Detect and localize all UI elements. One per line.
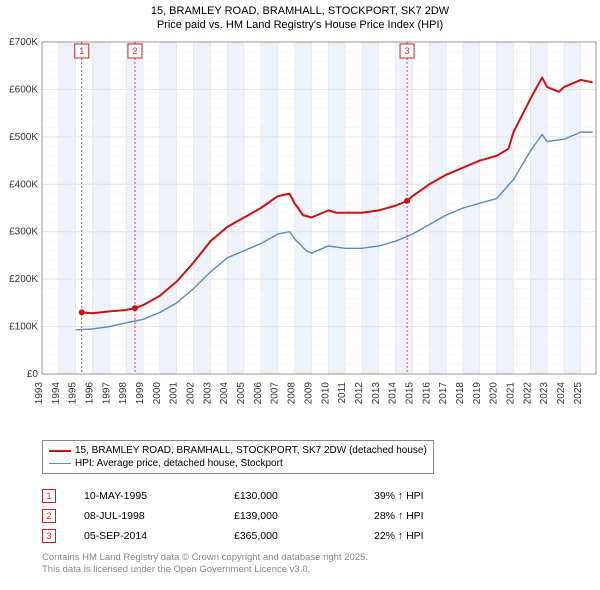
- svg-text:2019: 2019: [472, 382, 483, 405]
- marker-diff: 28% ↑ HPI: [374, 510, 494, 522]
- marker-price: £139,000: [234, 510, 374, 522]
- svg-text:2001: 2001: [169, 382, 180, 405]
- marker-date: 10-MAY-1995: [84, 490, 234, 502]
- svg-text:£500K: £500K: [9, 132, 38, 143]
- legend-swatch: [49, 450, 71, 452]
- legend: 15, BRAMLEY ROAD, BRAMHALL, STOCKPORT, S…: [42, 440, 434, 474]
- marker-price: £365,000: [234, 530, 374, 542]
- legend-swatch: [49, 463, 71, 464]
- svg-text:2023: 2023: [539, 382, 550, 405]
- svg-text:2025: 2025: [573, 382, 584, 405]
- svg-text:2013: 2013: [371, 382, 382, 405]
- svg-text:2014: 2014: [388, 382, 399, 405]
- license-line2: This data is licensed under the Open Gov…: [42, 564, 368, 576]
- legend-label: 15, BRAMLEY ROAD, BRAMHALL, STOCKPORT, S…: [75, 445, 427, 456]
- svg-text:2005: 2005: [236, 382, 247, 405]
- svg-text:£700K: £700K: [9, 37, 38, 48]
- svg-text:2022: 2022: [522, 382, 533, 405]
- svg-text:1996: 1996: [85, 382, 96, 405]
- svg-text:1999: 1999: [135, 382, 146, 405]
- marker-number: 1: [42, 489, 56, 503]
- marker-row: 1 10-MAY-1995£130,00039% ↑ HPI: [42, 486, 494, 506]
- svg-text:£300K: £300K: [9, 227, 38, 238]
- svg-text:1993: 1993: [34, 382, 45, 405]
- marker-diff: 39% ↑ HPI: [374, 490, 494, 502]
- svg-text:2007: 2007: [270, 382, 281, 405]
- marker-date: 05-SEP-2014: [84, 530, 234, 542]
- license-text: Contains HM Land Registry data © Crown c…: [42, 552, 368, 576]
- svg-text:1995: 1995: [68, 382, 79, 405]
- marker-row: 3 05-SEP-2014£365,00022% ↑ HPI: [42, 526, 494, 546]
- marker-diff: 22% ↑ HPI: [374, 530, 494, 542]
- svg-text:3: 3: [405, 46, 410, 56]
- chart-area: £0 £100K £200K £300K £400K £500K £600K £700K 199…: [0, 34, 600, 434]
- svg-text:1: 1: [79, 46, 84, 56]
- svg-text:2010: 2010: [320, 382, 331, 405]
- svg-text:2024: 2024: [556, 382, 567, 405]
- svg-text:2004: 2004: [219, 382, 230, 405]
- svg-text:1997: 1997: [101, 382, 112, 405]
- svg-text:£200K: £200K: [9, 274, 38, 285]
- svg-text:2012: 2012: [354, 382, 365, 405]
- marker-row: 2 08-JUL-1998£139,00028% ↑ HPI: [42, 506, 494, 526]
- title-line2: Price paid vs. HM Land Registry's House …: [0, 18, 600, 32]
- svg-text:2008: 2008: [287, 382, 298, 405]
- license-line1: Contains HM Land Registry data © Crown c…: [42, 552, 368, 564]
- marker-number: 2: [42, 509, 56, 523]
- legend-label: HPI: Average price, detached house, Stoc…: [75, 458, 283, 469]
- svg-text:£400K: £400K: [9, 179, 38, 190]
- svg-text:2006: 2006: [253, 382, 264, 405]
- marker-number: 3: [42, 529, 56, 543]
- svg-text:1994: 1994: [51, 382, 62, 405]
- svg-text:2021: 2021: [505, 382, 516, 405]
- svg-text:2016: 2016: [421, 382, 432, 405]
- marker-date: 08-JUL-1998: [84, 510, 234, 522]
- legend-item: 15, BRAMLEY ROAD, BRAMHALL, STOCKPORT, S…: [49, 444, 427, 457]
- svg-text:2017: 2017: [438, 382, 449, 405]
- legend-item: HPI: Average price, detached house, Stoc…: [49, 457, 427, 470]
- svg-text:£100K: £100K: [9, 322, 38, 333]
- svg-text:2009: 2009: [303, 382, 314, 405]
- svg-text:1998: 1998: [118, 382, 129, 405]
- svg-text:2002: 2002: [186, 382, 197, 405]
- sales-markers-table: 1 10-MAY-1995£130,00039% ↑ HPI 2 08-JUL-199…: [42, 486, 494, 546]
- svg-text:2015: 2015: [404, 382, 415, 405]
- svg-text:£600K: £600K: [9, 84, 38, 95]
- svg-text:£0: £0: [27, 369, 39, 380]
- line-chart: £0 £100K £200K £300K £400K £500K £600K £700K 199…: [0, 34, 600, 434]
- chart-title: 15, BRAMLEY ROAD, BRAMHALL, STOCKPORT, S…: [0, 0, 600, 33]
- svg-text:2: 2: [132, 46, 137, 56]
- title-line1: 15, BRAMLEY ROAD, BRAMHALL, STOCKPORT, S…: [0, 4, 600, 18]
- svg-text:2020: 2020: [489, 382, 500, 405]
- svg-text:2003: 2003: [202, 382, 213, 405]
- svg-text:2011: 2011: [337, 382, 348, 404]
- svg-text:2000: 2000: [152, 382, 163, 405]
- svg-text:2018: 2018: [455, 382, 466, 405]
- marker-price: £130,000: [234, 490, 374, 502]
